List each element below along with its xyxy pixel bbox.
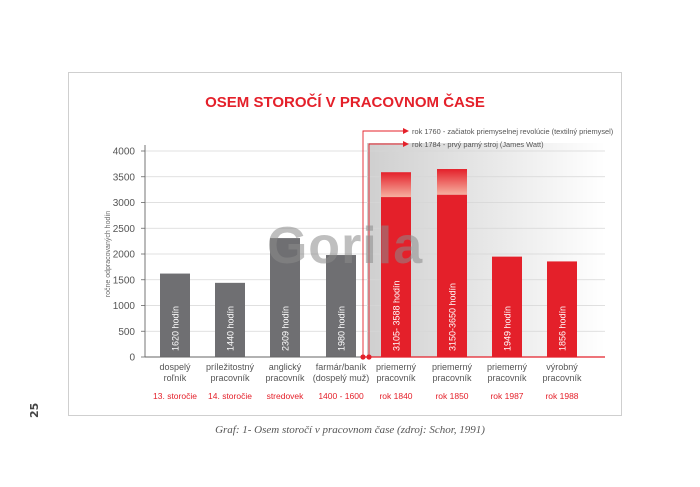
period-label: rok 1850	[435, 391, 468, 401]
bar	[215, 282, 245, 357]
period-label: rok 1988	[545, 391, 578, 401]
bar-range-cap	[437, 169, 467, 195]
category-label: pracovník	[432, 373, 472, 383]
y-tick-label: 2000	[113, 250, 136, 261]
category-label: priemerný	[432, 362, 473, 372]
bar	[326, 255, 356, 357]
bar-value-label: 3150-3650 hodín	[448, 283, 458, 351]
period-label: 14. storočie	[208, 391, 252, 401]
bar-value-label: 1440 hodín	[226, 306, 236, 351]
bar-value-label: 3105- 3588 hodín	[392, 280, 402, 351]
page-number: 25	[28, 402, 41, 418]
y-axis-label: ročne odpracovaných hodín	[105, 211, 112, 297]
y-tick-label: 1000	[113, 301, 136, 312]
watermark: Gorila	[267, 217, 423, 275]
bar	[270, 238, 300, 357]
chart-title: OSEM STOROČÍ V PRACOVNOM ČASE	[205, 93, 485, 111]
y-tick-label: 4000	[113, 147, 136, 158]
annotation-1760: rok 1760 - začiatok priemyselnej revolúc…	[412, 127, 613, 136]
category-label: výrobný	[546, 362, 578, 372]
y-tick-label: 0	[129, 353, 135, 364]
bar-value-label: 1949 hodín	[503, 306, 513, 351]
annotation-line-1784	[368, 143, 405, 357]
annotation-arrow-1760	[403, 128, 409, 134]
period-label: 13. storočie	[153, 391, 197, 401]
bar-value-label: 2309 hodín	[281, 306, 291, 351]
category-label: pracovník	[487, 373, 527, 383]
bar	[437, 194, 467, 357]
chart-frame: OSEM STOROČÍ V PRACOVNOM ČASE 0 500 1000 150…	[68, 72, 622, 416]
category-label: príležitostný	[206, 362, 255, 372]
bar-value-label: 1980 hodín	[337, 306, 347, 351]
period-label: rok 1840	[379, 391, 412, 401]
period-label: stredovek	[267, 391, 305, 401]
category-label: roľník	[164, 373, 187, 383]
bar	[160, 273, 190, 357]
category-label: (dospelý muž)	[313, 373, 370, 383]
y-tick-label: 500	[118, 327, 135, 338]
annotation-1784: rok 1784 - prvý parný stroj (James Watt)	[412, 140, 544, 149]
annotation-arrow-1784	[403, 141, 409, 147]
category-label: anglický	[269, 362, 302, 372]
y-tick-label: 2500	[113, 224, 136, 235]
category-label: priemerný	[376, 362, 417, 372]
category-label: pracovník	[542, 373, 582, 383]
category-label: pracovník	[376, 373, 416, 383]
bar	[492, 256, 522, 357]
category-label: farmár/baník	[316, 362, 367, 372]
bar-chart: OSEM STOROČÍ V PRACOVNOM ČASE 0 500 1000 150…	[105, 93, 613, 401]
y-tick-label: 1500	[113, 275, 136, 286]
bar-range-cap	[381, 172, 411, 198]
category-label: priemerný	[487, 362, 528, 372]
y-tick-label: 3000	[113, 198, 136, 209]
period-label: 1400 - 1600	[318, 391, 364, 401]
bar	[381, 197, 411, 357]
bar-value-label: 1620 hodín	[171, 306, 181, 351]
bar	[547, 261, 577, 357]
y-tick-label: 3500	[113, 172, 136, 183]
bar-value-label: 1856 hodín	[558, 306, 568, 351]
figure-caption: Graf: 1- Osem storočí v pracovnom čase (…	[215, 424, 485, 436]
category-label: dospelý	[159, 362, 191, 372]
category-label: pracovník	[210, 373, 250, 383]
annotation-line-1760	[362, 130, 405, 357]
category-label: pracovník	[265, 373, 305, 383]
period-label: rok 1987	[490, 391, 523, 401]
